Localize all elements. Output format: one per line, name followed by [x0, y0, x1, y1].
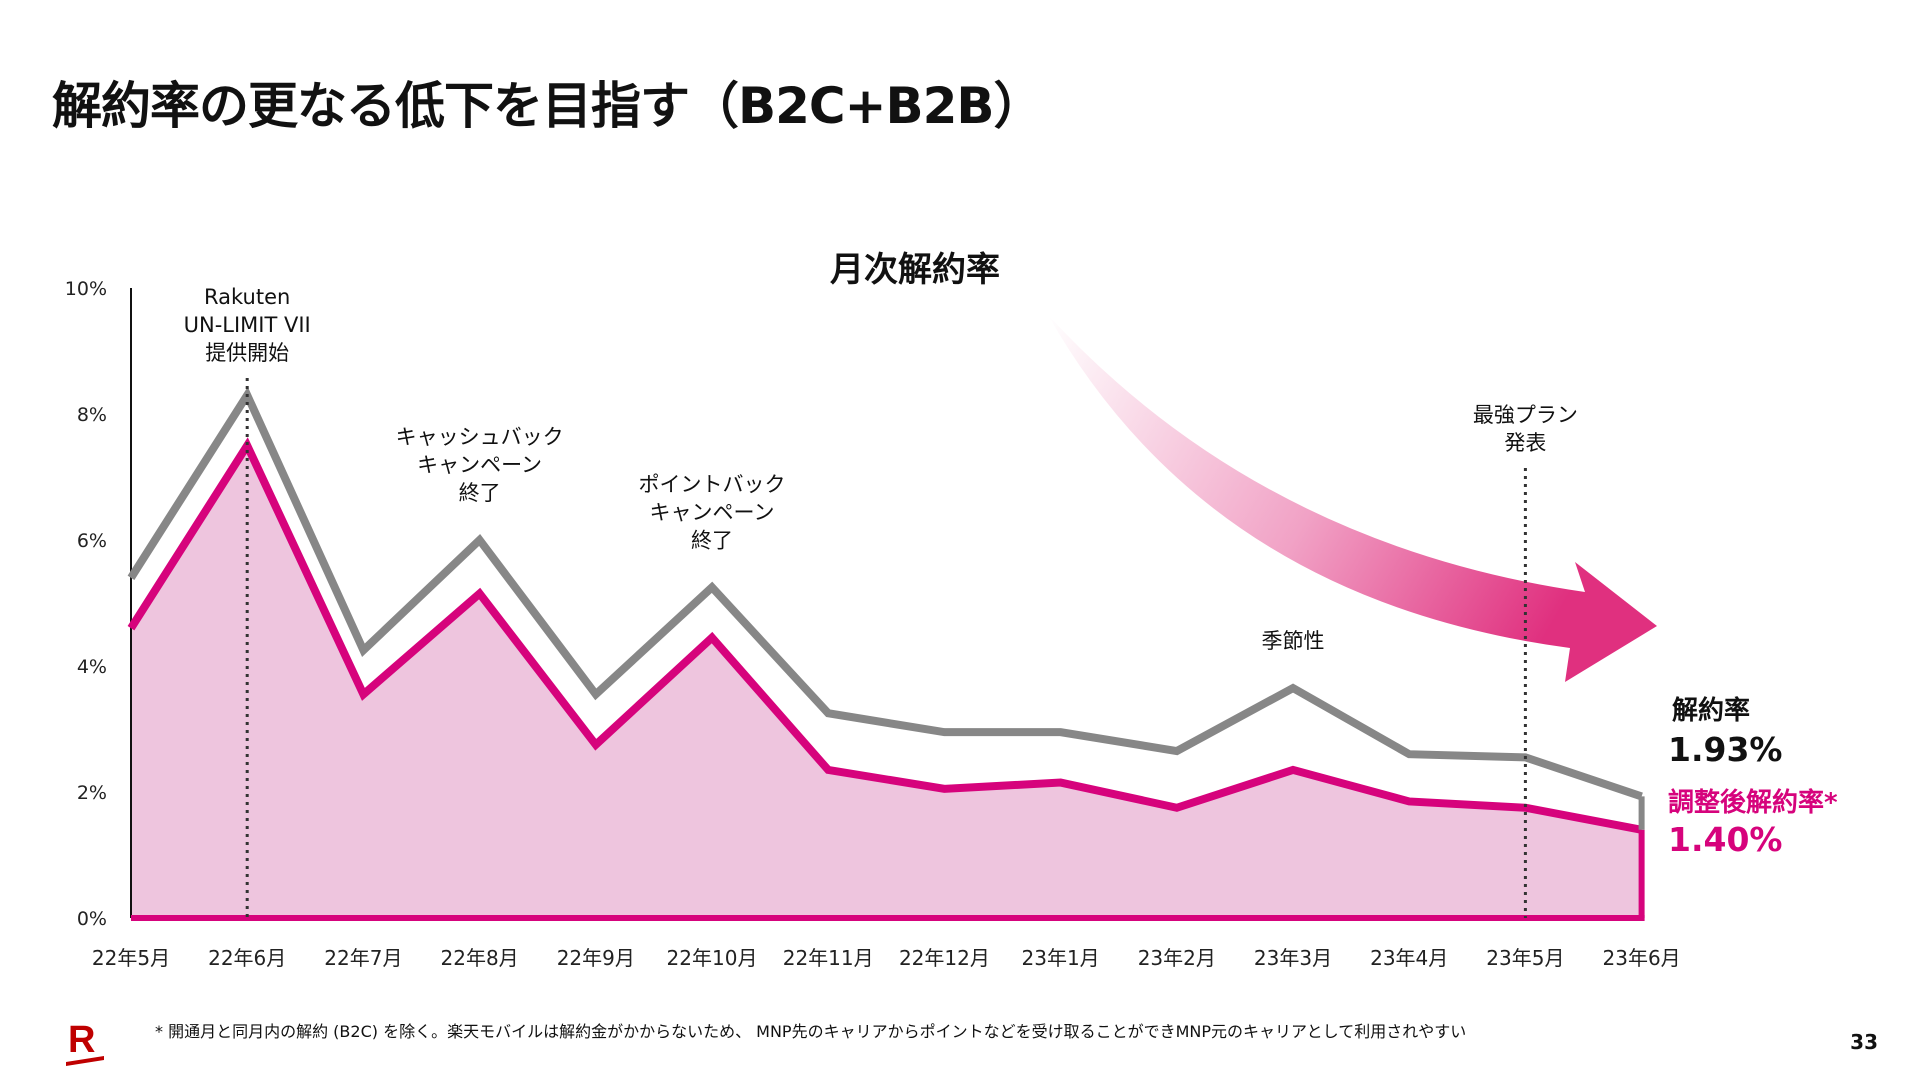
- x-tick-label: 23年2月: [1138, 946, 1216, 970]
- x-tick-label: 23年5月: [1486, 946, 1564, 970]
- x-tick-label: 23年3月: [1254, 946, 1332, 970]
- x-tick-label: 22年8月: [441, 946, 519, 970]
- annotation-text: 終了: [691, 528, 733, 552]
- annotation-text: 最強プラン: [1473, 403, 1578, 427]
- x-tick-label: 22年12月: [899, 946, 990, 970]
- y-tick-label: 4%: [77, 656, 107, 678]
- y-tick-label: 10%: [65, 278, 107, 300]
- annotation-text: ポイントバック: [639, 472, 786, 496]
- page-number: 33: [1850, 1030, 1878, 1054]
- churn-rate-line: [127, 386, 1643, 801]
- adjusted-churn-rate-label: 調整後解約率*: [1668, 788, 1838, 818]
- y-tick-label: 6%: [77, 530, 107, 552]
- x-tick-label: 22年10月: [667, 946, 758, 970]
- x-tick-label: 23年4月: [1370, 946, 1448, 970]
- annotation-text: Rakuten: [204, 285, 290, 309]
- annotation-text: 提供開始: [205, 341, 289, 365]
- logo-letter: R: [68, 1019, 95, 1061]
- y-tick-label: 0%: [77, 908, 107, 930]
- x-tick-label: 22年7月: [324, 946, 402, 970]
- adjusted-churn-rate-line: [127, 437, 1643, 834]
- x-tick-label: 22年6月: [208, 946, 286, 970]
- churn-rate-label: 解約率: [1672, 696, 1751, 726]
- y-tick-label: 8%: [77, 404, 107, 426]
- annotation-text: 終了: [459, 481, 501, 505]
- downtrend-arrow: [1048, 315, 1657, 682]
- annotation-text: UN-LIMIT VII: [184, 313, 311, 337]
- adjusted-churn-rate-value: 1.40%: [1668, 820, 1783, 859]
- y-tick-label: 2%: [77, 782, 107, 804]
- churn-rate-value: 1.93%: [1668, 730, 1783, 769]
- annotation-text: キャンペーン: [650, 500, 775, 524]
- x-tick-label: 22年5月: [92, 946, 170, 970]
- chart-title: 月次解約率: [830, 250, 1000, 290]
- x-tick-label: 22年11月: [783, 946, 874, 970]
- annotation-text: 季節性: [1262, 629, 1325, 653]
- rakuten-logo: R: [66, 1019, 104, 1066]
- x-tick-label: 23年6月: [1603, 946, 1681, 970]
- x-tick-label: 22年9月: [557, 946, 635, 970]
- page-title: 解約率の更なる低下を目指す（B2C+B2B）: [52, 77, 1043, 135]
- annotation-text: 発表: [1504, 431, 1546, 455]
- adjusted-churn-area: [131, 445, 1642, 918]
- annotation-text: キャンペーン: [417, 453, 542, 477]
- footnote: * 開通月と同月内の解約 (B2C) を除く。楽天モバイルは解約金がかからないた…: [155, 1022, 1467, 1041]
- x-tick-label: 23年1月: [1022, 946, 1100, 970]
- annotation-text: キャッシュバック: [396, 425, 564, 449]
